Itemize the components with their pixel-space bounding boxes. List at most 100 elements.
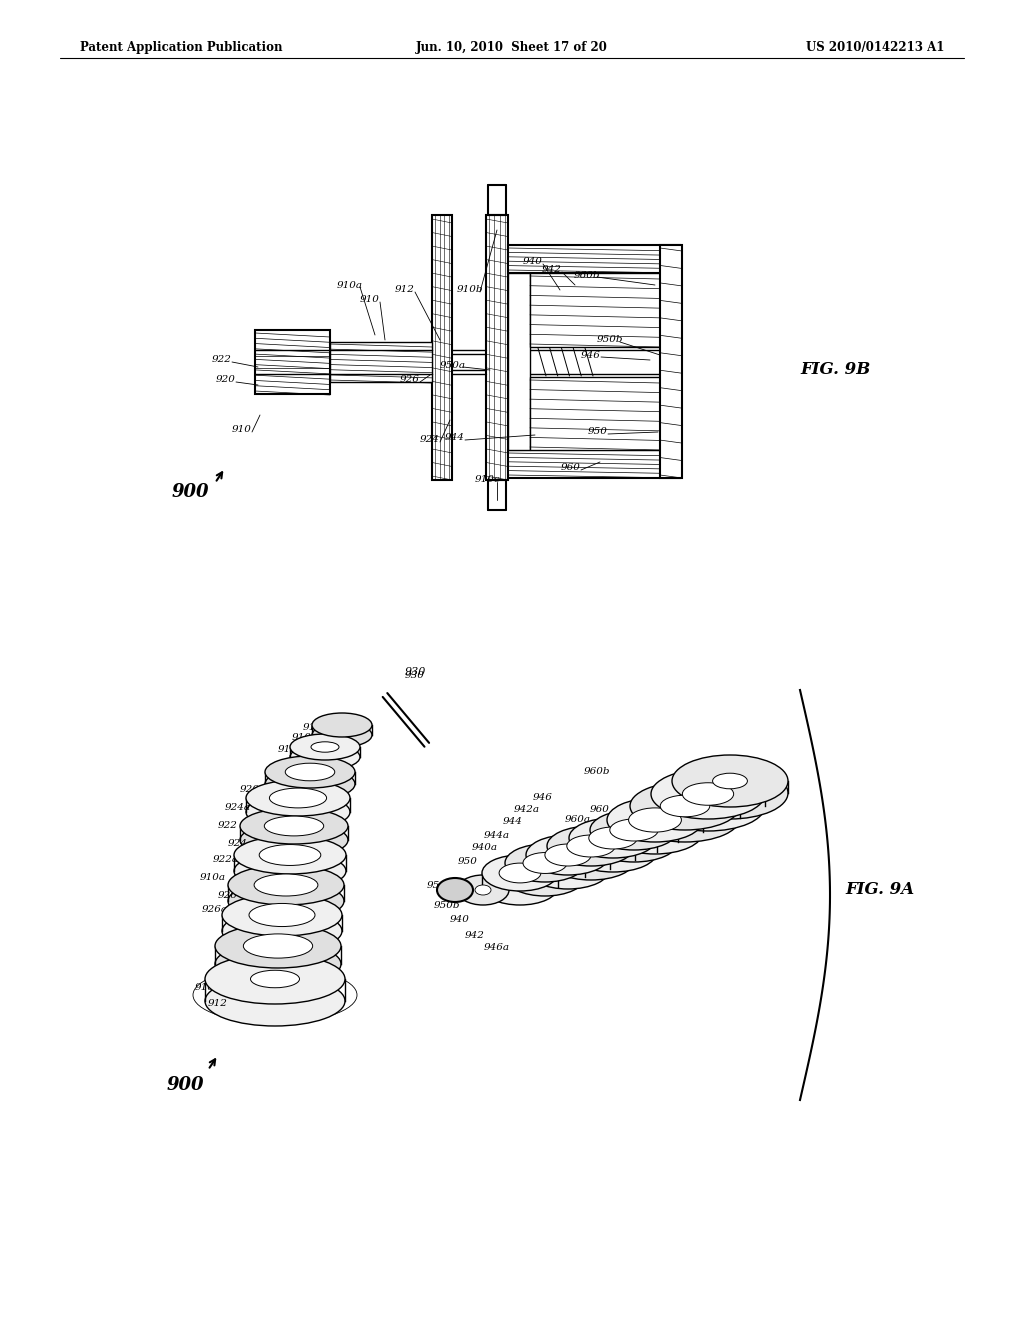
Ellipse shape <box>610 818 658 841</box>
Ellipse shape <box>475 884 490 895</box>
Bar <box>508 246 680 273</box>
Ellipse shape <box>651 781 765 832</box>
Text: 946: 946 <box>581 351 601 359</box>
Text: 944: 944 <box>445 433 465 442</box>
Ellipse shape <box>499 863 541 883</box>
Text: 950: 950 <box>588 428 608 437</box>
Ellipse shape <box>526 836 610 875</box>
Ellipse shape <box>228 865 344 906</box>
Text: 910: 910 <box>292 734 312 742</box>
Text: 922: 922 <box>218 821 238 830</box>
Text: US 2010/0142213 A1: US 2010/0142213 A1 <box>806 41 944 54</box>
Ellipse shape <box>589 828 637 849</box>
Text: 910c: 910c <box>474 475 500 484</box>
Ellipse shape <box>526 849 610 888</box>
Text: 900: 900 <box>171 483 209 502</box>
Bar <box>255 330 330 393</box>
Ellipse shape <box>290 734 360 760</box>
Text: 924a: 924a <box>225 804 251 813</box>
Text: 926: 926 <box>218 891 238 899</box>
Bar <box>508 450 680 478</box>
Ellipse shape <box>505 843 585 882</box>
Ellipse shape <box>251 970 299 987</box>
Text: 960b: 960b <box>573 271 600 280</box>
Ellipse shape <box>222 909 342 952</box>
Ellipse shape <box>228 880 344 921</box>
Ellipse shape <box>547 826 635 866</box>
Ellipse shape <box>590 810 678 850</box>
Ellipse shape <box>672 767 788 818</box>
Ellipse shape <box>630 781 740 830</box>
Ellipse shape <box>569 832 657 873</box>
Ellipse shape <box>482 855 558 891</box>
Text: 940: 940 <box>523 257 543 267</box>
Text: FIG. 9A: FIG. 9A <box>845 882 914 899</box>
Ellipse shape <box>682 783 733 805</box>
Text: 910b: 910b <box>337 715 364 725</box>
Text: 950a: 950a <box>427 880 453 890</box>
Text: 910: 910 <box>195 982 215 991</box>
Ellipse shape <box>254 874 317 896</box>
Ellipse shape <box>569 818 657 858</box>
Text: 910a: 910a <box>200 873 226 882</box>
Text: 950: 950 <box>458 858 478 866</box>
Text: 940: 940 <box>451 916 470 924</box>
Text: 930: 930 <box>406 671 425 680</box>
Ellipse shape <box>246 780 350 816</box>
Ellipse shape <box>607 799 703 842</box>
Bar <box>432 215 452 480</box>
Bar <box>530 273 660 347</box>
Text: 944: 944 <box>503 817 523 826</box>
Text: 946: 946 <box>534 792 553 801</box>
Ellipse shape <box>482 869 558 906</box>
Bar <box>508 273 530 450</box>
Ellipse shape <box>234 851 346 890</box>
Text: 960b: 960b <box>584 767 610 776</box>
Ellipse shape <box>312 713 372 737</box>
Ellipse shape <box>630 795 740 842</box>
Ellipse shape <box>660 795 710 817</box>
Text: 950b: 950b <box>434 900 460 909</box>
Ellipse shape <box>234 836 346 874</box>
Text: 912: 912 <box>279 746 298 755</box>
Text: 930: 930 <box>404 667 426 677</box>
Ellipse shape <box>312 723 372 747</box>
Ellipse shape <box>244 935 312 958</box>
Text: 920: 920 <box>240 785 260 795</box>
Ellipse shape <box>590 822 678 862</box>
Ellipse shape <box>713 774 748 789</box>
Text: 924: 924 <box>228 838 248 847</box>
Text: 960: 960 <box>561 463 581 473</box>
Ellipse shape <box>246 795 350 830</box>
Text: 912: 912 <box>395 285 415 294</box>
Text: 950a: 950a <box>440 360 466 370</box>
Text: 910a: 910a <box>337 281 362 289</box>
Ellipse shape <box>265 768 355 800</box>
Ellipse shape <box>437 878 473 902</box>
Text: FIG. 9B: FIG. 9B <box>800 362 870 379</box>
Text: 910: 910 <box>232 425 252 434</box>
Ellipse shape <box>523 853 567 874</box>
Text: 910b: 910b <box>457 285 483 294</box>
Text: 942: 942 <box>542 265 562 275</box>
Text: 944a: 944a <box>484 830 510 840</box>
Text: 946a: 946a <box>484 944 510 953</box>
Ellipse shape <box>215 942 341 986</box>
Ellipse shape <box>222 894 342 936</box>
Text: 926a: 926a <box>202 906 228 915</box>
Text: 922a: 922a <box>213 855 239 865</box>
Ellipse shape <box>265 756 355 788</box>
Text: Patent Application Publication: Patent Application Publication <box>80 41 283 54</box>
Ellipse shape <box>264 816 324 836</box>
Text: 912: 912 <box>208 998 228 1007</box>
Text: 920a: 920a <box>312 758 338 767</box>
Ellipse shape <box>240 808 348 843</box>
Bar <box>486 215 508 480</box>
Ellipse shape <box>215 924 341 968</box>
Text: 942a: 942a <box>514 805 540 814</box>
Ellipse shape <box>259 845 321 866</box>
Ellipse shape <box>240 822 348 858</box>
Bar <box>330 342 432 381</box>
Ellipse shape <box>457 875 509 906</box>
Text: Jun. 10, 2010  Sheet 17 of 20: Jun. 10, 2010 Sheet 17 of 20 <box>416 41 608 54</box>
